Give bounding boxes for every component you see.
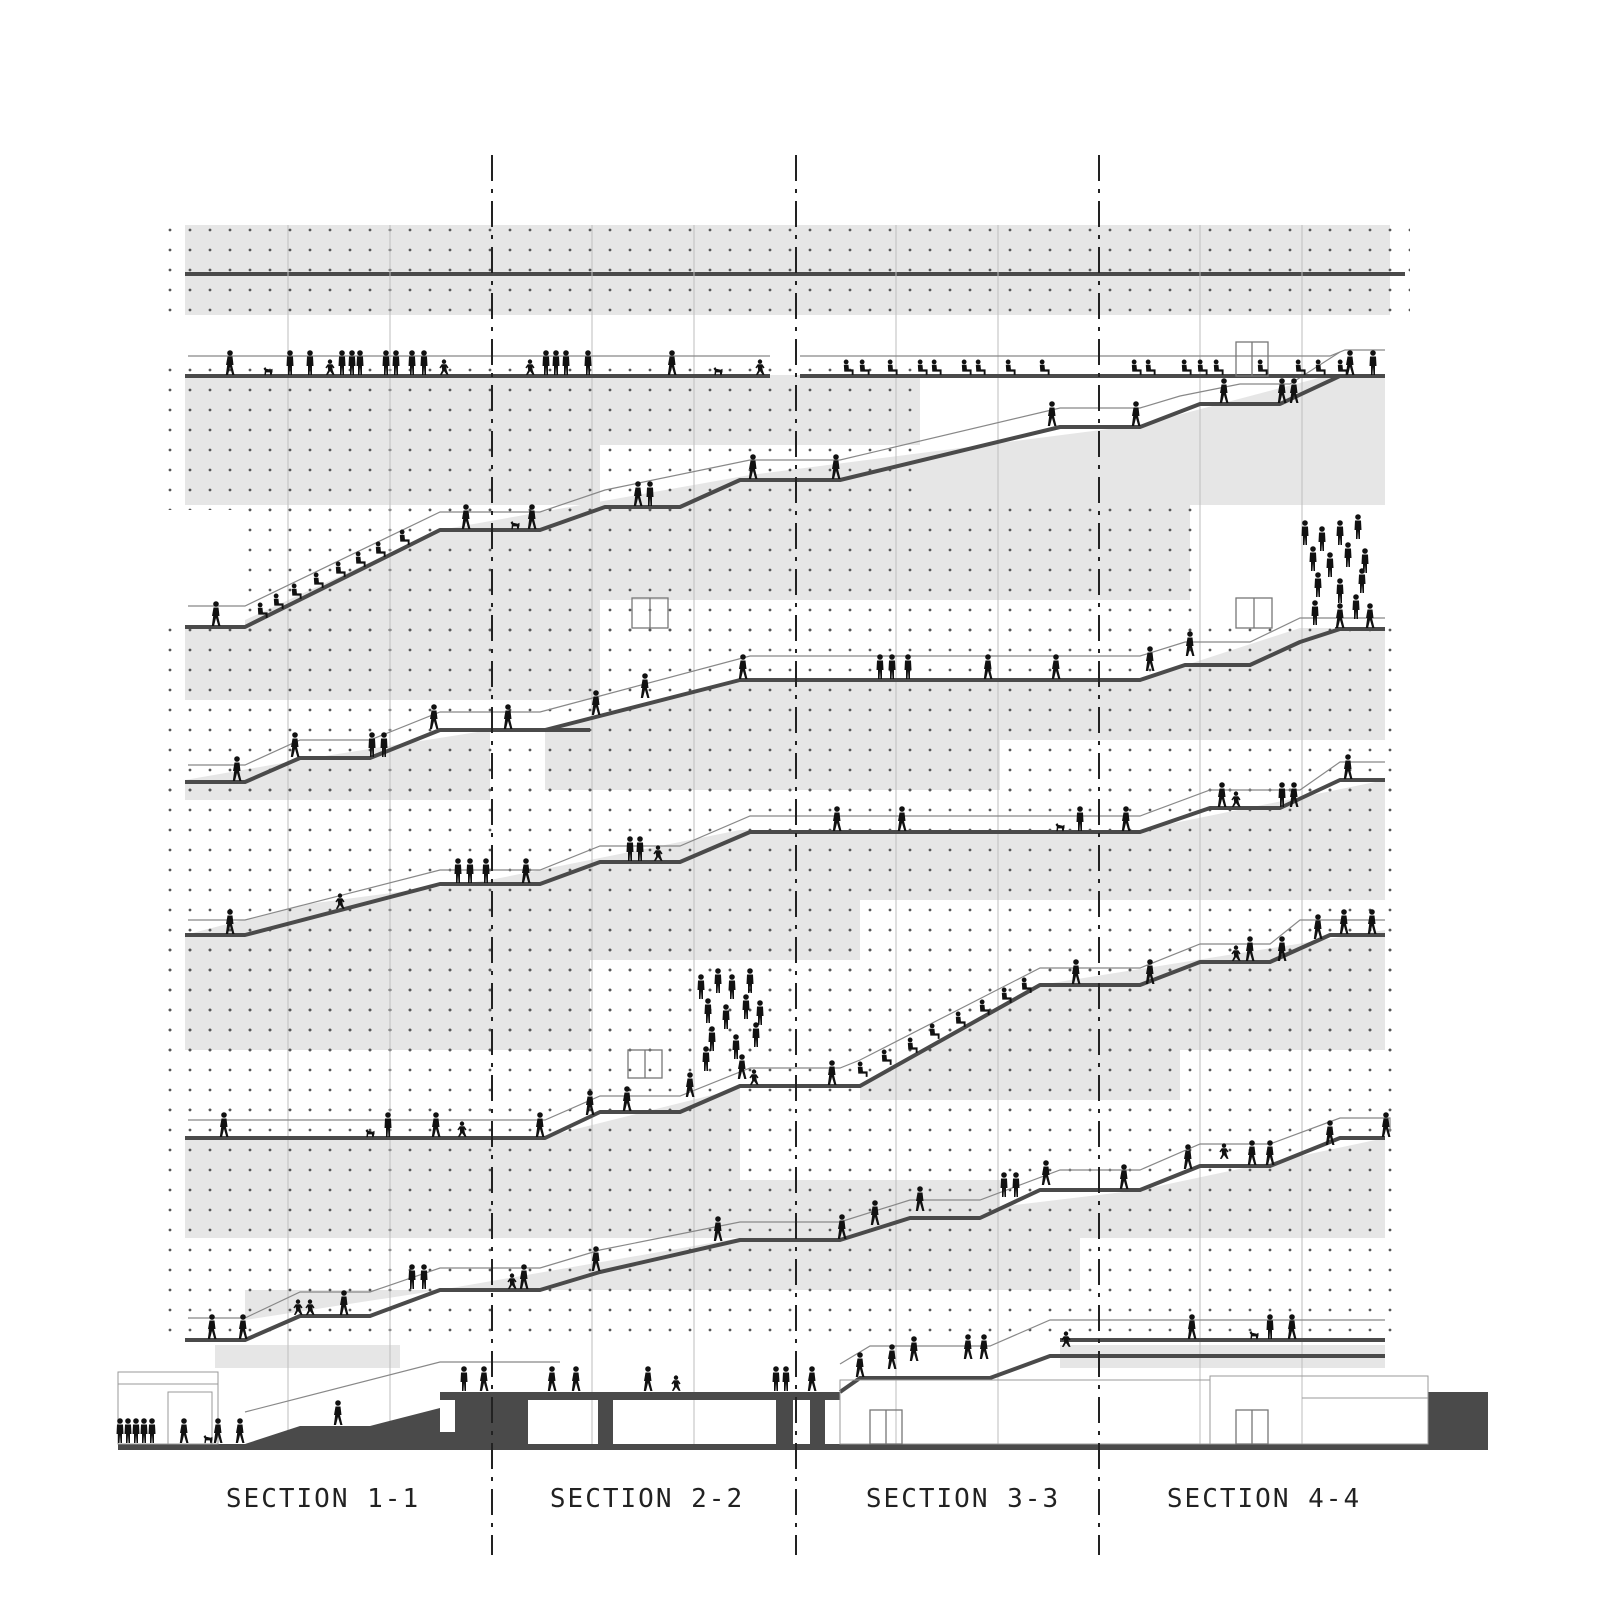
- person-silhouette-icon: [1197, 359, 1208, 375]
- poche-region: [215, 1345, 400, 1368]
- person-silhouette-icon: [235, 1418, 245, 1443]
- ground-slab: [118, 1444, 1488, 1450]
- person-silhouette-icon: [1345, 350, 1355, 375]
- person-silhouette-icon: [855, 1352, 865, 1377]
- person-silhouette-icon: [1145, 359, 1156, 375]
- person-silhouette-icon: [148, 1418, 156, 1443]
- person-silhouette-icon: [1257, 359, 1268, 375]
- door-icon: [1235, 597, 1273, 629]
- person-silhouette-icon: [124, 1418, 132, 1443]
- dog-silhouette-icon: [203, 1435, 213, 1444]
- ground-volume-4: [1209, 1375, 1429, 1445]
- person-silhouette-icon: [1337, 359, 1348, 375]
- dot-grid: [160, 360, 1400, 1340]
- person-silhouette-icon: [132, 1418, 140, 1443]
- person-silhouette-icon: [1213, 359, 1224, 375]
- floor-slab: [544, 627, 1341, 732]
- person-silhouette-icon: [1039, 359, 1050, 375]
- person-silhouette-icon: [1326, 552, 1334, 577]
- person-silhouette-icon: [571, 1366, 581, 1391]
- person-silhouette-icon: [1309, 546, 1317, 571]
- door-icon: [631, 597, 669, 629]
- section-label-2: SECTION 2-2: [549, 1484, 745, 1514]
- roof-band: [160, 220, 1410, 315]
- railing: [800, 349, 1385, 357]
- person-silhouette-icon: [1131, 359, 1142, 375]
- person-silhouette-icon: [1301, 520, 1309, 545]
- person-silhouette-icon: [931, 359, 942, 375]
- person-silhouette-icon: [887, 1344, 897, 1369]
- railing: [188, 761, 1385, 921]
- railing: [839, 1319, 1385, 1365]
- railing: [244, 1361, 560, 1413]
- person-silhouette-icon: [1219, 378, 1229, 403]
- person-silhouette-icon: [479, 1366, 489, 1391]
- railing: [188, 617, 1385, 766]
- person-silhouette-icon: [643, 1366, 653, 1391]
- railing: [188, 351, 1341, 607]
- person-silhouette-icon: [1295, 359, 1306, 375]
- doors: [627, 341, 1273, 1445]
- person-silhouette-icon: [460, 1366, 468, 1391]
- person-silhouette-icon: [671, 1375, 681, 1391]
- person-silhouette-icon: [961, 359, 972, 375]
- floor-slab: [185, 374, 1341, 629]
- person-silhouette-icon: [1318, 526, 1326, 551]
- door-icon: [1235, 1409, 1269, 1445]
- person-silhouette-icon: [140, 1418, 148, 1443]
- ground-stair-3: [838, 1354, 1385, 1394]
- door-icon: [869, 1409, 903, 1445]
- structural-columns: [287, 225, 1303, 1445]
- floor-slab: [185, 778, 1385, 937]
- section-cut-lines: [491, 155, 1100, 1555]
- person-silhouette-icon: [807, 1366, 817, 1391]
- section-label-1: SECTION 1-1: [225, 1484, 421, 1514]
- person-silhouette-icon: [1354, 514, 1362, 539]
- floor-slab: [185, 728, 590, 784]
- person-silhouette-icon: [1047, 401, 1057, 426]
- door-icon: [627, 1049, 663, 1079]
- ground-level: [117, 1354, 1488, 1450]
- person-silhouette-icon: [1336, 578, 1344, 603]
- person-silhouette-icon: [1314, 572, 1322, 597]
- person-silhouette-icon: [1131, 401, 1141, 426]
- person-silhouette-icon: [1352, 594, 1360, 619]
- person-silhouette-icon: [1369, 350, 1377, 375]
- section-label-3: SECTION 3-3: [865, 1484, 1061, 1514]
- person-silhouette-icon: [772, 1366, 780, 1391]
- right-end-block: [1428, 1392, 1488, 1444]
- person-silhouette-icon: [333, 1400, 343, 1425]
- person-silhouette-icon: [1358, 568, 1366, 593]
- entry-stair: [245, 1408, 440, 1444]
- section-label-4: SECTION 4-4: [1166, 1484, 1362, 1514]
- person-silhouette-icon: [1344, 542, 1352, 567]
- door-icon: [1235, 341, 1269, 377]
- person-silhouette-icon: [975, 359, 986, 375]
- person-silhouette-icon: [179, 1418, 189, 1443]
- person-silhouette-icon: [782, 1366, 790, 1391]
- floor-slab: [185, 1136, 1385, 1342]
- person-silhouette-icon: [1336, 520, 1344, 545]
- person-silhouette-icon: [1181, 359, 1192, 375]
- railing: [188, 919, 1385, 1121]
- person-silhouette-icon: [1005, 359, 1016, 375]
- person-silhouette-icon: [547, 1366, 557, 1391]
